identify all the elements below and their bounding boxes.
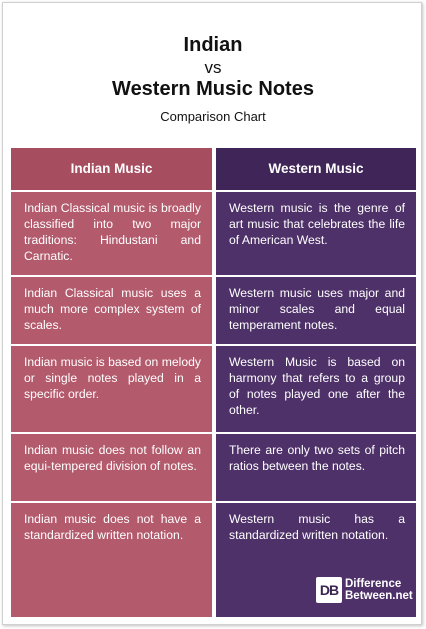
- subtitle: Comparison Chart: [160, 109, 266, 124]
- title-line-2: Western Music Notes: [112, 78, 314, 100]
- western-cell-2: Western music uses major and minor scale…: [216, 277, 416, 344]
- indian-cell-5: Indian music does not have a standardize…: [11, 503, 212, 617]
- title-line-1: Indian: [183, 34, 243, 56]
- indian-cell-1: Indian Classical music is broadly classi…: [11, 192, 212, 275]
- column-header-indian: Indian Music: [11, 148, 212, 190]
- site-logo: DB Difference Between.net: [316, 574, 413, 606]
- indian-cell-3: Indian music is based on melody or singl…: [11, 346, 212, 432]
- title-vs: vs: [204, 58, 222, 77]
- indian-cell-2: Indian Classical music uses a much more …: [11, 277, 212, 344]
- western-cell-1: Western music is the genre of art music …: [216, 192, 416, 275]
- western-cell-3: Western Music is based on harmony that r…: [216, 346, 416, 432]
- column-header-western: Western Music: [216, 148, 416, 190]
- indian-cell-4: Indian music does not follow an equi-tem…: [11, 434, 212, 501]
- logo-text-line-1: Difference: [345, 578, 402, 590]
- logo-mark-icon: DB: [316, 577, 342, 603]
- logo-text-line-2: Between.net: [345, 590, 413, 602]
- logo-text: Difference Between.net: [345, 578, 413, 602]
- western-cell-4: There are only two sets of pitch ratios …: [216, 434, 416, 501]
